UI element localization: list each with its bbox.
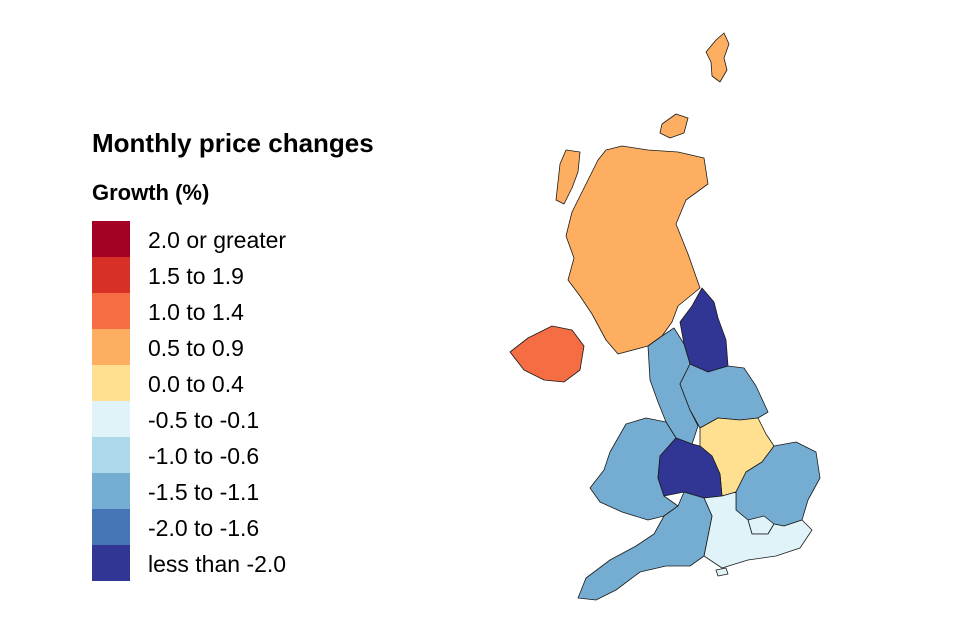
region-south-west <box>577 491 713 601</box>
legend-label: 1.0 to 1.4 <box>148 299 244 325</box>
legend-item: 1.5 to 1.9 <box>92 257 392 293</box>
legend-item: -0.5 to -0.1 <box>92 401 392 437</box>
legend-swatch <box>92 545 130 581</box>
region-orkney <box>659 113 689 139</box>
legend-swatch <box>92 401 130 437</box>
legend-item: -1.0 to -0.6 <box>92 437 392 473</box>
legend-swatch <box>92 437 130 473</box>
region-shetland <box>705 32 730 83</box>
legend-item: less than -2.0 <box>92 545 392 581</box>
legend-swatch <box>92 329 130 365</box>
region-northern-ireland <box>509 325 585 383</box>
legend-item: -1.5 to -1.1 <box>92 473 392 509</box>
region-outer-hebrides <box>555 149 581 205</box>
legend-label: 2.0 or greater <box>148 227 287 253</box>
legend-label: 1.5 to 1.9 <box>148 263 244 289</box>
legend-label: -1.5 to -1.1 <box>148 479 260 505</box>
legend-item: 0.5 to 0.9 <box>92 329 392 365</box>
legend-label: less than -2.0 <box>148 551 287 577</box>
legend-label: -1.0 to -0.6 <box>148 443 260 469</box>
legend-swatch <box>92 221 130 257</box>
legend-title: Monthly price changes <box>92 128 374 158</box>
legend-label: 0.5 to 0.9 <box>148 335 244 361</box>
legend-label: -2.0 to -1.6 <box>148 515 260 541</box>
legend-item: 0.0 to 0.4 <box>92 365 392 401</box>
legend-swatch <box>92 473 130 509</box>
legend-item: -2.0 to -1.6 <box>92 509 392 545</box>
region-isle-of-wight <box>715 567 729 577</box>
legend-item: 1.0 to 1.4 <box>92 293 392 329</box>
legend-items: 2.0 or greater 1.5 to 1.9 1.0 to 1.4 0.5… <box>92 221 392 581</box>
legend-subtitle: Growth (%) <box>92 180 210 205</box>
legend-swatch <box>92 257 130 293</box>
legend-label: 0.0 to 0.4 <box>148 371 244 397</box>
legend-item: 2.0 or greater <box>92 221 392 257</box>
legend-swatch <box>92 509 130 545</box>
legend-label: -0.5 to -0.1 <box>148 407 260 433</box>
legend-swatch <box>92 293 130 329</box>
legend-swatch <box>92 365 130 401</box>
